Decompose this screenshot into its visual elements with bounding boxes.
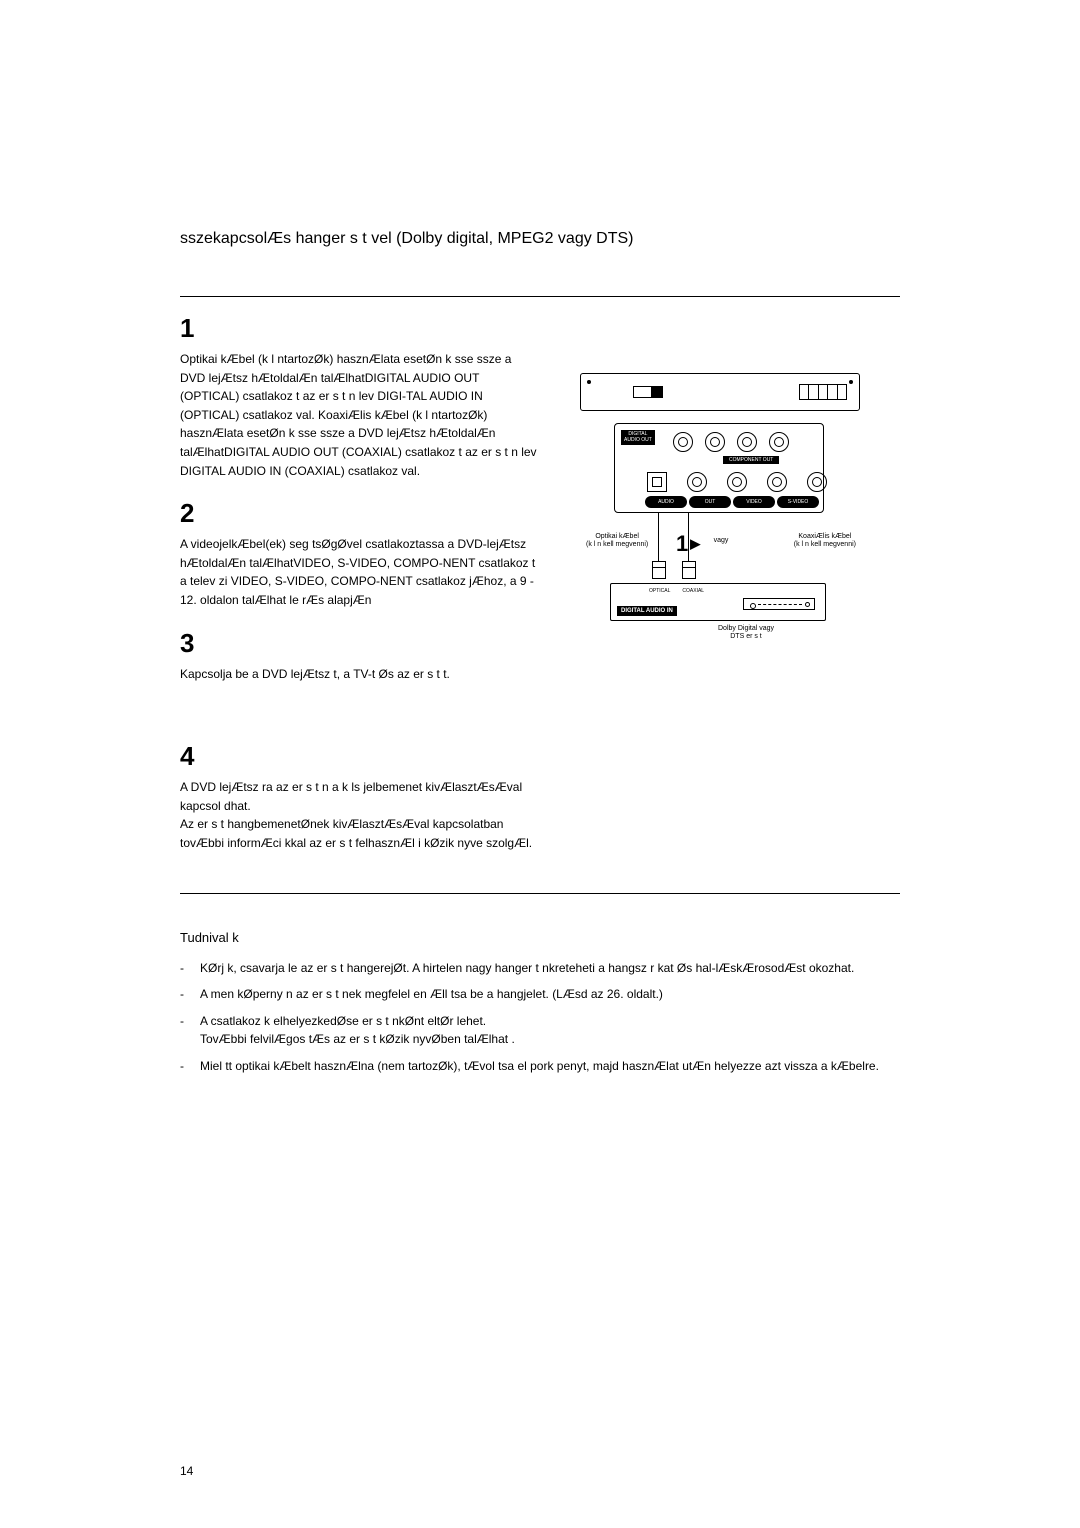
step-text: Optikai kÆbel (k l ntartozØk) hasznÆlata… bbox=[180, 350, 540, 480]
bottom-rule bbox=[180, 893, 900, 894]
plug-icon bbox=[652, 561, 666, 579]
jack-icon bbox=[737, 432, 757, 452]
strip-label: S-VIDEO bbox=[777, 496, 819, 508]
step-arrow-number: 1 bbox=[676, 531, 688, 557]
step-text: Kapcsolja be a DVD lejÆtsz t, a TV-t Øs … bbox=[180, 665, 540, 684]
or-label: vagy bbox=[714, 537, 729, 545]
page: sszekapcsolÆs hanger s t vel (Dolby digi… bbox=[0, 0, 1080, 1143]
recv-jack-labels: OPTICAL COAXIAL bbox=[649, 588, 704, 594]
page-title: sszekapcsolÆs hanger s t vel (Dolby digi… bbox=[180, 230, 900, 248]
step-number: 2 bbox=[180, 498, 540, 529]
step-text: A videojelkÆbel(ek) seg tsØgØvel csatlak… bbox=[180, 535, 540, 609]
step-text: A DVD lejÆtsz ra az er s t n a k ls jelb… bbox=[180, 778, 540, 852]
jack-icon bbox=[673, 432, 693, 452]
note-item: - Miel tt optikai kÆbelt hasznÆlna (nem … bbox=[180, 1057, 900, 1076]
jack-icon bbox=[767, 472, 787, 492]
receiver-display-icon bbox=[743, 598, 815, 610]
step-arrow-icon: 1 ▶ bbox=[676, 531, 700, 557]
top-rule bbox=[180, 296, 900, 297]
bullet-dash-icon: - bbox=[180, 1012, 200, 1049]
strip-label: OUT bbox=[689, 496, 731, 508]
disc-tray-icon bbox=[633, 386, 663, 398]
note-item: - A men kØperny n az er s t nek megfelel… bbox=[180, 985, 900, 1004]
step-number: 1 bbox=[180, 313, 540, 344]
jack-icon bbox=[769, 432, 789, 452]
note-text: A men kØperny n az er s t nek megfelel e… bbox=[200, 985, 900, 1004]
jack-icon bbox=[705, 432, 725, 452]
optical-label: OPTICAL bbox=[649, 588, 670, 594]
av-jacks bbox=[647, 472, 827, 492]
note-item: - KØrj k, csavarja le az er s t hangerej… bbox=[180, 959, 900, 978]
amplifier-box: OPTICAL COAXIAL DIGITAL AUDIO IN bbox=[610, 583, 826, 621]
control-buttons-icon bbox=[799, 384, 847, 400]
bullet-dash-icon: - bbox=[180, 1057, 200, 1076]
connection-diagram: DIGITAL AUDIO OUT COMPONENT OUT bbox=[580, 373, 860, 713]
coaxial-label: COAXIAL bbox=[682, 588, 704, 594]
jack-labels-strip: AUDIO OUT VIDEO S-VIDEO bbox=[645, 496, 819, 508]
diagram-column: DIGITAL AUDIO OUT COMPONENT OUT bbox=[570, 313, 900, 853]
step-1: 1 Optikai kÆbel (k l ntartozØk) hasznÆla… bbox=[180, 313, 540, 480]
strip-label: AUDIO bbox=[645, 496, 687, 508]
steps-column: 1 Optikai kÆbel (k l ntartozØk) hasznÆla… bbox=[180, 313, 540, 853]
step-4: 4 A DVD lejÆtsz ra az er s t n a k ls je… bbox=[180, 741, 540, 852]
note-text: A csatlakoz k elhelyezkedØse er s t nkØn… bbox=[200, 1012, 900, 1049]
cable-labels: Optikai kÆbel (k l n kell megvenni) vagy… bbox=[586, 533, 856, 550]
coax-cable-label: KoaxiÆlis kÆbel (k l n kell megvenni) bbox=[794, 533, 856, 550]
dvd-player-front bbox=[580, 373, 860, 411]
note-text: Miel tt optikai kÆbelt hasznÆlna (nem ta… bbox=[200, 1057, 900, 1076]
digital-audio-in-label: DIGITAL AUDIO IN bbox=[617, 606, 677, 616]
optical-jack-icon bbox=[647, 472, 667, 492]
bullet-dash-icon: - bbox=[180, 985, 200, 1004]
receiver-caption: Dolby Digital vagy DTS er s t bbox=[718, 625, 774, 642]
indicator-dot-icon bbox=[587, 380, 591, 384]
component-out-label: COMPONENT OUT bbox=[723, 456, 779, 464]
note-text: KØrj k, csavarja le az er s t hangerejØt… bbox=[200, 959, 900, 978]
content-columns: 1 Optikai kÆbel (k l ntartozØk) hasznÆla… bbox=[180, 313, 900, 853]
plug-icon bbox=[682, 561, 696, 579]
component-jacks bbox=[673, 432, 789, 452]
note-item: - A csatlakoz k elhelyezkedØse er s t nk… bbox=[180, 1012, 900, 1049]
digital-audio-out-label: DIGITAL AUDIO OUT bbox=[621, 430, 655, 445]
bullet-dash-icon: - bbox=[180, 959, 200, 978]
step-number: 4 bbox=[180, 741, 540, 772]
step-3: 3 Kapcsolja be a DVD lejÆtsz t, a TV-t Ø… bbox=[180, 628, 540, 684]
step-number: 3 bbox=[180, 628, 540, 659]
jack-icon bbox=[687, 472, 707, 492]
indicator-dot-icon bbox=[849, 380, 853, 384]
notes-title: Tudnival k bbox=[180, 930, 900, 945]
jack-icon bbox=[727, 472, 747, 492]
strip-label: VIDEO bbox=[733, 496, 775, 508]
page-number: 14 bbox=[180, 1464, 193, 1478]
optical-cable-label: Optikai kÆbel (k l n kell megvenni) bbox=[586, 533, 648, 550]
step-2: 2 A videojelkÆbel(ek) seg tsØgØvel csatl… bbox=[180, 498, 540, 609]
jack-icon bbox=[807, 472, 827, 492]
triangle-icon: ▶ bbox=[690, 536, 700, 552]
dvd-back-panel: DIGITAL AUDIO OUT COMPONENT OUT bbox=[614, 423, 824, 513]
